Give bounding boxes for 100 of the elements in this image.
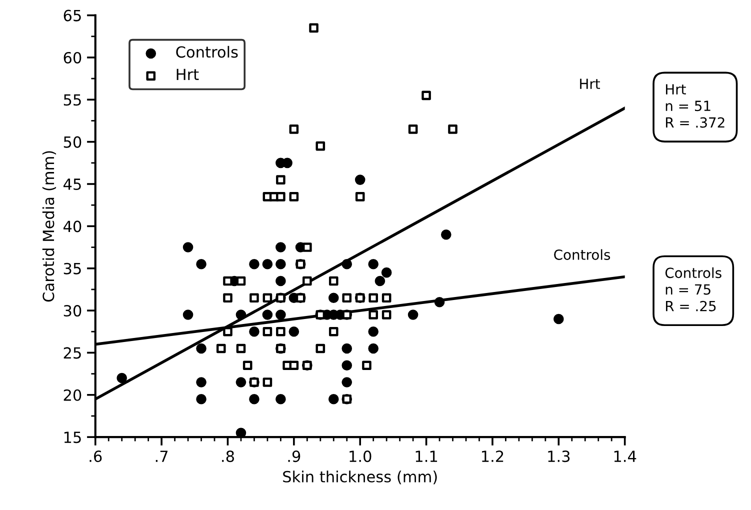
x-tick-label: .8 xyxy=(222,450,234,462)
point xyxy=(342,258,352,270)
y-tick-label: 30 xyxy=(64,305,82,317)
point xyxy=(408,310,418,320)
y-tick-label: 40 xyxy=(63,220,82,232)
point xyxy=(276,258,286,270)
point xyxy=(223,293,232,303)
point xyxy=(408,124,418,134)
point xyxy=(262,258,273,270)
y-tick-label: 55 xyxy=(64,94,81,106)
point xyxy=(262,293,272,303)
point xyxy=(276,175,286,184)
point xyxy=(342,360,352,371)
point xyxy=(282,158,292,168)
point xyxy=(236,344,246,354)
point xyxy=(422,90,431,100)
point xyxy=(223,326,232,336)
x-tick-label: 1.1 xyxy=(416,450,438,462)
x-tick-label: 1.2 xyxy=(482,450,504,462)
point xyxy=(362,360,372,370)
x-tick-label: 1.0 xyxy=(350,450,372,462)
point xyxy=(381,267,392,278)
x-tick-label: .7 xyxy=(156,450,168,462)
point xyxy=(289,360,299,370)
point xyxy=(309,23,318,33)
point xyxy=(354,174,366,185)
point xyxy=(382,293,392,303)
point xyxy=(236,310,246,320)
point xyxy=(236,276,246,286)
x-tick-label: 1.4 xyxy=(614,450,636,462)
y-tick-label: 35 xyxy=(64,262,81,274)
point xyxy=(368,258,378,270)
point xyxy=(328,326,338,336)
point xyxy=(276,326,286,336)
legend-label: Controls xyxy=(176,46,238,58)
point xyxy=(374,276,386,286)
point xyxy=(368,310,378,320)
point xyxy=(368,326,378,337)
point xyxy=(196,343,206,354)
point xyxy=(328,394,339,404)
point xyxy=(355,192,365,202)
annotation: Controls xyxy=(554,249,610,260)
point xyxy=(316,141,326,151)
legend-label: Hrt xyxy=(176,68,199,80)
point xyxy=(242,360,252,370)
point xyxy=(262,326,272,336)
point xyxy=(448,124,458,134)
point xyxy=(196,258,206,270)
y-tick-label: 60 xyxy=(64,52,82,64)
point xyxy=(342,293,352,303)
text: Controls n = 75 R = .25 xyxy=(665,267,722,312)
x-axis-title: Skin thickness (mm) xyxy=(283,470,437,484)
y-axis-title: Carotid Media (mm) xyxy=(42,151,56,302)
point xyxy=(182,242,194,252)
point xyxy=(288,326,300,337)
annotation: Hrt xyxy=(580,78,600,89)
point xyxy=(276,394,286,404)
point xyxy=(250,293,259,303)
x-tick-label: .6 xyxy=(90,450,102,462)
point xyxy=(289,192,299,202)
point xyxy=(262,310,273,320)
point xyxy=(276,310,286,320)
y-tick-label: 45 xyxy=(63,178,81,190)
point xyxy=(342,343,352,354)
point xyxy=(434,296,445,308)
point xyxy=(342,377,352,388)
point xyxy=(216,344,226,354)
point xyxy=(196,377,206,388)
point xyxy=(249,394,260,404)
text: Hrt n = 51 R = .372 xyxy=(666,84,724,128)
y-tick-label: 65 xyxy=(64,10,81,22)
point xyxy=(262,378,272,387)
point xyxy=(302,242,312,252)
point xyxy=(289,124,299,134)
point xyxy=(276,276,286,286)
point xyxy=(440,229,452,240)
y-tick-label: 20 xyxy=(64,389,82,401)
point xyxy=(236,377,246,388)
point xyxy=(553,314,564,324)
y-tick-label: 25 xyxy=(64,347,81,359)
point xyxy=(236,428,246,438)
point xyxy=(116,372,128,384)
point xyxy=(249,258,260,270)
point xyxy=(196,394,206,404)
y-tick-label: 15 xyxy=(64,432,81,444)
point xyxy=(328,276,338,286)
point xyxy=(368,343,378,354)
point xyxy=(316,344,326,354)
x-tick-label: 1.3 xyxy=(548,450,570,462)
point xyxy=(328,292,339,304)
point xyxy=(302,276,312,286)
point xyxy=(276,242,286,252)
point xyxy=(223,276,232,286)
x-tick-label: .9 xyxy=(288,450,300,462)
point xyxy=(276,192,286,202)
point xyxy=(182,310,194,320)
y-tick-label: 50 xyxy=(64,136,82,148)
point xyxy=(249,326,260,337)
point xyxy=(368,293,378,303)
point xyxy=(382,310,392,320)
